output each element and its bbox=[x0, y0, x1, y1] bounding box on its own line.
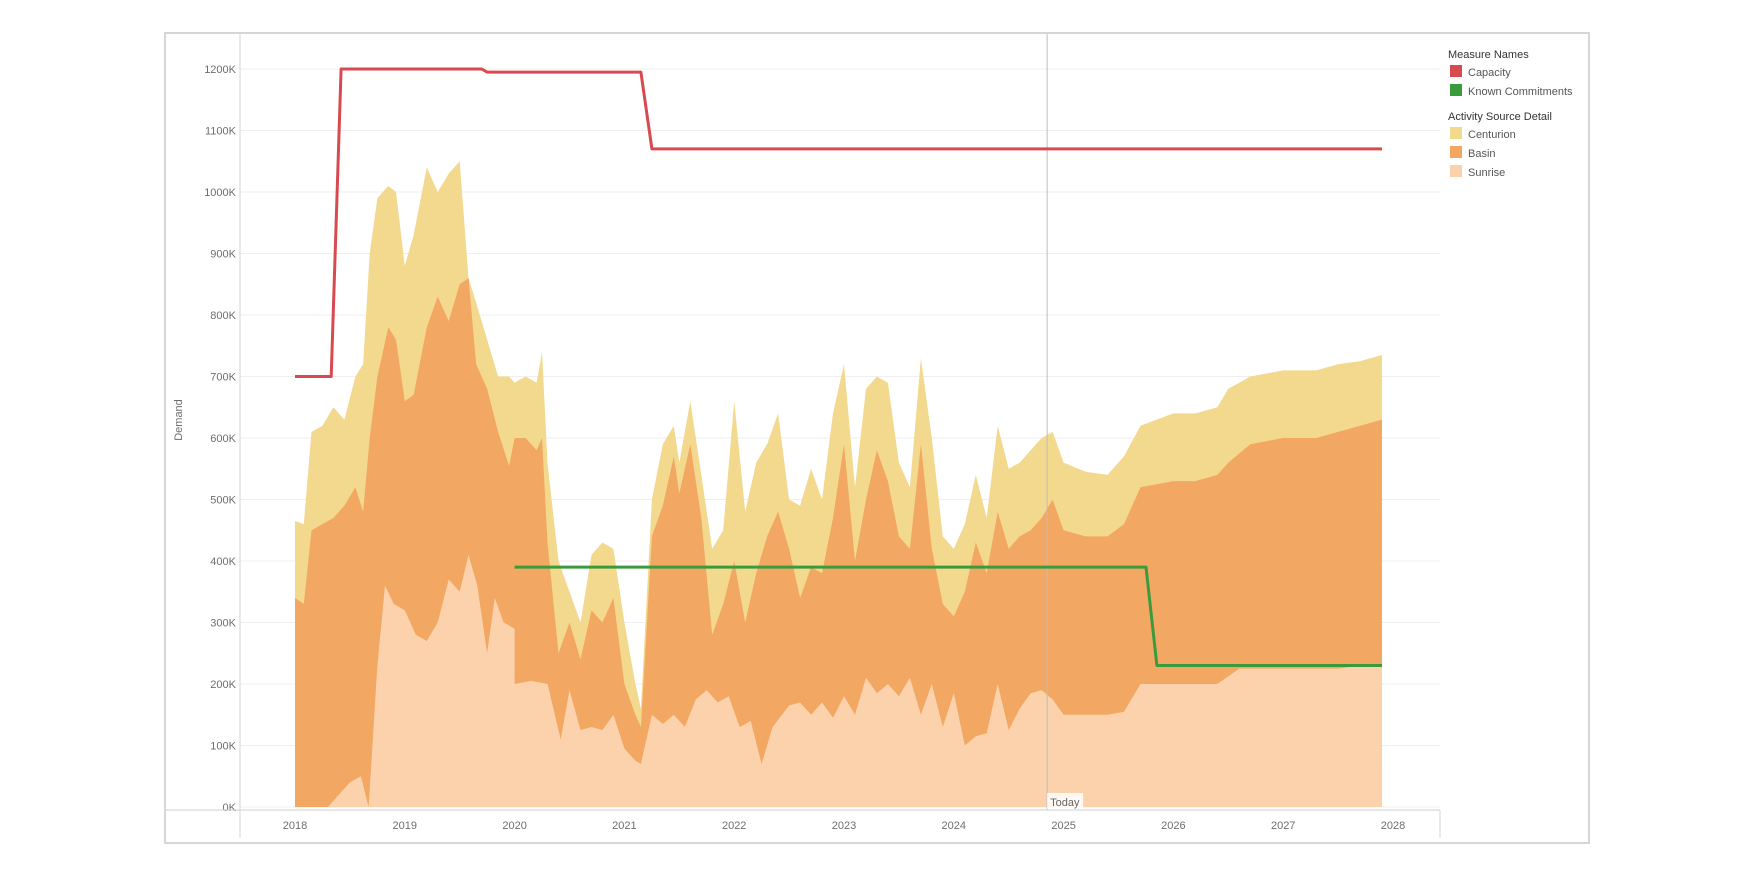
x-tick-label: 2018 bbox=[283, 820, 307, 832]
area-sunrise bbox=[295, 554, 1383, 807]
y-tick-label: 100K bbox=[210, 741, 236, 753]
line-known-commitments bbox=[514, 565, 1382, 667]
line-capacity bbox=[295, 67, 1382, 378]
y-tick-label: 300K bbox=[210, 618, 236, 630]
x-tick-label: 2028 bbox=[1381, 820, 1405, 832]
stacked-areas bbox=[295, 161, 1383, 808]
legend-swatch bbox=[1450, 127, 1462, 139]
y-tick-label: 400K bbox=[210, 556, 236, 568]
x-tick-label: 2019 bbox=[393, 820, 417, 832]
line-series bbox=[295, 67, 1382, 667]
x-tick-label: 2025 bbox=[1051, 820, 1075, 832]
y-tick-label: 1100K bbox=[205, 126, 237, 138]
legend-swatch bbox=[1450, 84, 1462, 96]
today-label: Today bbox=[1050, 797, 1080, 809]
legend-title: Measure Names bbox=[1448, 49, 1529, 61]
y-tick-label: 0K bbox=[223, 802, 237, 814]
legend-title: Activity Source Detail bbox=[1448, 111, 1552, 123]
x-tick-label: 2027 bbox=[1271, 820, 1295, 832]
legend-swatch bbox=[1450, 165, 1462, 177]
x-tick-label: 2024 bbox=[942, 820, 966, 832]
y-tick-label: 800K bbox=[210, 310, 236, 322]
legend-item-label: Basin bbox=[1468, 148, 1496, 160]
y-tick-label: 900K bbox=[210, 249, 236, 261]
today-marker: Today bbox=[1046, 34, 1084, 810]
legend: Measure Names Capacity Known Commitments Ac… bbox=[1448, 49, 1573, 179]
x-tick-label: 2020 bbox=[502, 820, 526, 832]
x-tick-label: 2022 bbox=[722, 820, 746, 832]
legend-item-label: Capacity bbox=[1468, 67, 1511, 79]
y-tick-label: 600K bbox=[210, 433, 236, 445]
y-tick-label: 1200K bbox=[204, 64, 236, 76]
legend-swatch bbox=[1450, 146, 1462, 158]
legend-item-label: Known Commitments bbox=[1468, 86, 1573, 98]
x-tick-label: 2021 bbox=[612, 820, 636, 832]
x-tick-label: 2023 bbox=[832, 820, 856, 832]
area-basin bbox=[295, 278, 1383, 808]
y-tick-label: 1000K bbox=[204, 187, 236, 199]
legend-swatch bbox=[1450, 65, 1462, 77]
legend-item-label: Centurion bbox=[1468, 129, 1516, 141]
legend-item-label: Sunrise bbox=[1468, 167, 1505, 179]
y-tick-label: 200K bbox=[210, 679, 236, 691]
axes: 0K 100K 200K 300K 400K 500K 600K 700K 800K 900K 10… bbox=[166, 34, 1441, 838]
y-tick-label: 700K bbox=[210, 372, 236, 384]
today-label-bg bbox=[1047, 793, 1084, 809]
y-tick-label: 500K bbox=[210, 495, 236, 507]
x-tick-label: 2026 bbox=[1161, 820, 1185, 832]
y-axis-title: Demand bbox=[173, 399, 185, 441]
